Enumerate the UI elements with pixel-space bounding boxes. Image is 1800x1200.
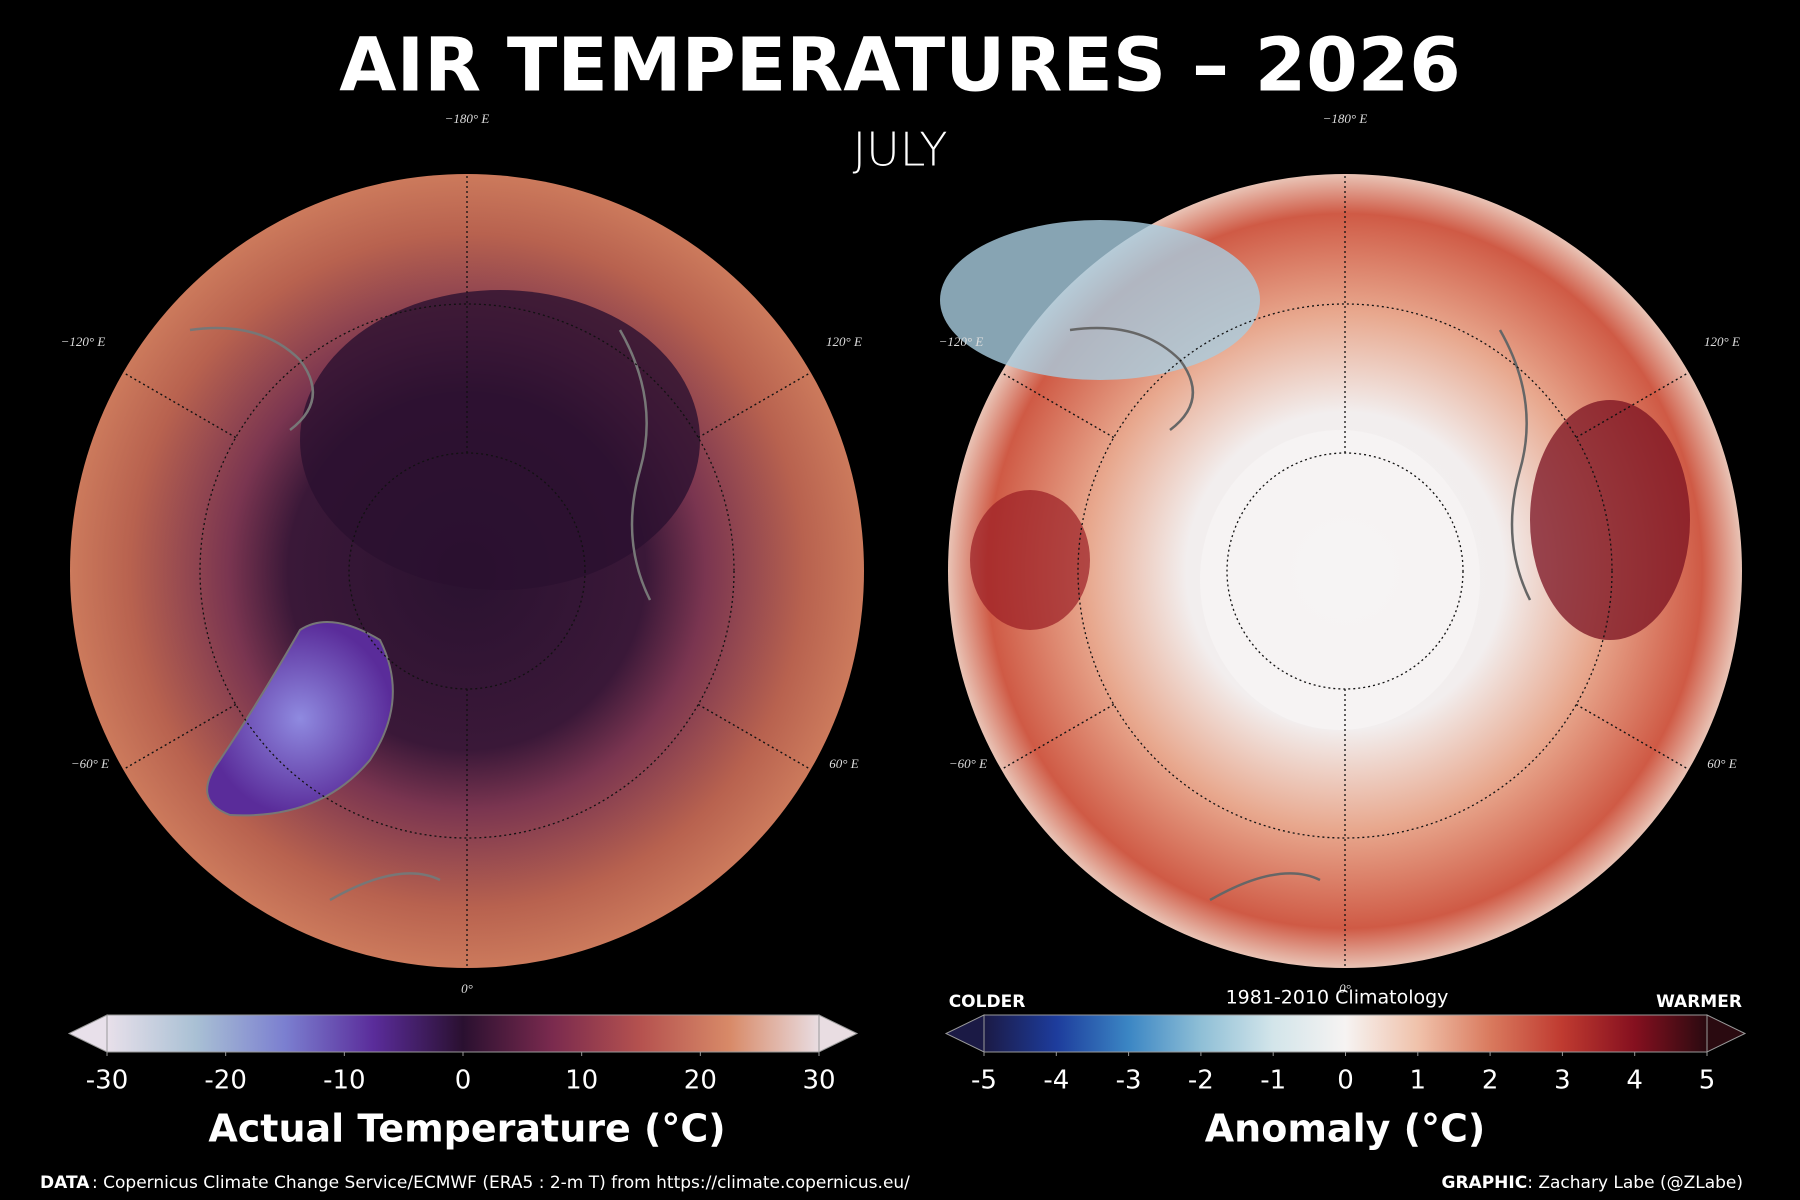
longitude-label: −120° E <box>61 334 106 349</box>
colorbar-label: Anomaly (°C) <box>1205 1107 1485 1151</box>
longitude-label: 0° <box>1339 981 1351 996</box>
arctic-ocean <box>300 290 700 590</box>
footer-data-text: : Copernicus Climate Change Service/ECMW… <box>92 1173 910 1193</box>
longitude-label: −180° E <box>445 111 490 126</box>
longitude-label: 60° E <box>1707 756 1736 771</box>
colorbar-tick-label: -2 <box>1188 1066 1214 1096</box>
colorbar-tick-label: -30 <box>86 1066 128 1096</box>
title: AIR TEMPERATURES – 2026 <box>339 23 1460 109</box>
colorbar-tick-label: -5 <box>971 1066 997 1096</box>
meridian <box>697 371 812 439</box>
greenland <box>206 621 394 817</box>
coastline <box>1069 326 1532 902</box>
warmer-label: WARMER <box>1656 992 1742 1012</box>
latitude-circle <box>199 303 735 839</box>
colorbar-tick-label: 1 <box>1410 1066 1427 1096</box>
meridian <box>1575 703 1690 771</box>
colorbar-tick-label: -20 <box>204 1066 246 1096</box>
longitude-label: −180° E <box>1323 111 1368 126</box>
longitude-label: −60° E <box>71 756 109 771</box>
colorbar-tick-label: -3 <box>1116 1066 1142 1096</box>
colorbar-tick-label: -1 <box>1260 1066 1286 1096</box>
longitude-label: 120° E <box>826 334 862 349</box>
warm-anomaly <box>1530 400 1690 640</box>
footer-graphic-text: : Zachary Labe (@ZLabe) <box>1527 1173 1743 1193</box>
colorbar-tick-label: 5 <box>1699 1066 1716 1096</box>
colorbar-tick-label: 30 <box>802 1066 835 1096</box>
footer-data-label: DATA <box>40 1173 90 1193</box>
meridian <box>1000 371 1115 439</box>
colorbar-tick-label: 4 <box>1626 1066 1643 1096</box>
colorbar-tick-label: 0 <box>1337 1066 1354 1096</box>
longitude-label: −120° E <box>939 334 984 349</box>
meridian <box>1000 703 1115 771</box>
anomaly-map <box>940 174 1742 968</box>
colorbar-tick-label: -4 <box>1043 1066 1069 1096</box>
colorbar-tick-label: 20 <box>684 1066 717 1096</box>
colorbar-tick-label: 10 <box>565 1066 598 1096</box>
meridian <box>697 703 812 771</box>
colorbar-note: 1981-2010 Climatology <box>1226 987 1449 1009</box>
colorbar-tick-label: -10 <box>323 1066 365 1096</box>
longitude-label: 120° E <box>1704 334 1740 349</box>
cold-anomaly <box>940 220 1260 380</box>
subtitle: JULY <box>853 123 948 177</box>
footer-graphic-label: GRAPHIC <box>1442 1173 1528 1193</box>
colorbar-label: Actual Temperature (°C) <box>208 1107 725 1151</box>
coastline <box>189 326 652 902</box>
longitude-label: −60° E <box>949 756 987 771</box>
colorbar-tick-label: 3 <box>1554 1066 1571 1096</box>
neutral-anomaly <box>1200 430 1480 730</box>
colorbar <box>983 1014 1708 1053</box>
colder-label: COLDER <box>949 992 1026 1012</box>
colorbar <box>106 1014 820 1053</box>
colorbar-tick-label: 0 <box>455 1066 472 1096</box>
longitude-label: 60° E <box>829 756 858 771</box>
meridian <box>122 371 237 439</box>
meridian <box>122 703 237 771</box>
actual-map <box>70 174 864 968</box>
longitude-label: 0° <box>461 981 473 996</box>
colorbar-tick-label: 2 <box>1482 1066 1499 1096</box>
meridian <box>1575 371 1690 439</box>
warm-anomaly <box>970 490 1090 630</box>
latitude-circle <box>1077 303 1613 839</box>
